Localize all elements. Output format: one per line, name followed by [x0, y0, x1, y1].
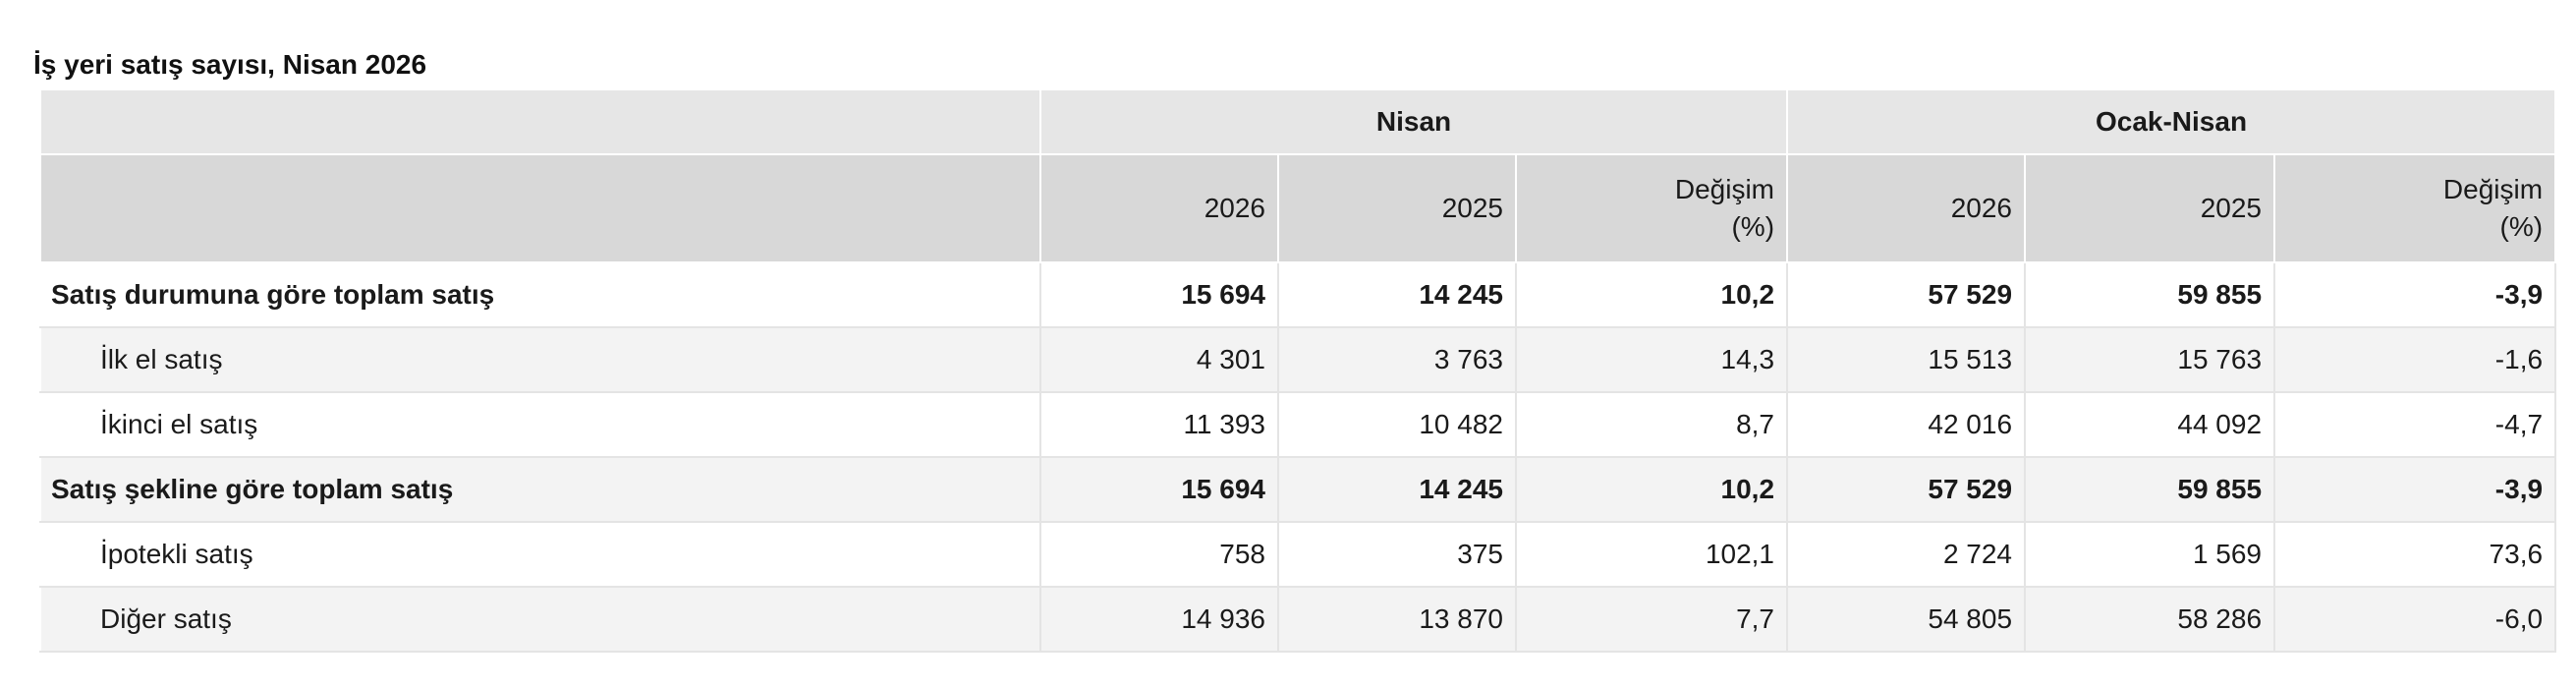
table-caption: İş yeri satış sayısı, Nisan 2026 [33, 49, 427, 80]
table-cell: -1,6 [2273, 326, 2557, 393]
table-row: Diğer satış 14 936 13 870 7,7 54 805 58 … [39, 586, 2557, 653]
table-cell: 11 393 [1039, 391, 1279, 458]
table-container: İş yeri satış sayısı, Nisan 2026 Nisan O… [33, 47, 2557, 653]
table-cell: -3,9 [2273, 261, 2557, 328]
table-cell: 15 513 [1786, 326, 2027, 393]
table-cell: 10 482 [1277, 391, 1517, 458]
table-cell: 15 763 [2024, 326, 2276, 393]
table-cell: 758 [1039, 521, 1279, 588]
table-cell: 375 [1277, 521, 1517, 588]
table-cell: 1 569 [2024, 521, 2276, 588]
table-cell: 10,2 [1514, 456, 1789, 523]
table-row: İkinci el satış 11 393 10 482 8,7 42 016… [39, 391, 2557, 458]
table-row: Satış şekline göre toplam satış 15 694 1… [39, 456, 2557, 523]
table-cell: 44 092 [2024, 391, 2276, 458]
table-cell: 58 286 [2024, 586, 2276, 653]
column-header: 2026 [1039, 153, 1279, 263]
table-cell: 3 763 [1277, 326, 1517, 393]
header-empty [39, 88, 1041, 155]
table-cell: -3,9 [2273, 456, 2557, 523]
table-cell: 2 724 [1786, 521, 2027, 588]
table-cell: 13 870 [1277, 586, 1517, 653]
column-header: Değişim (%) [2273, 153, 2557, 263]
header-group-ocak-nisan: Ocak-Nisan [1786, 88, 2557, 155]
row-label: İkinci el satış [39, 391, 1041, 458]
header-group-nisan: Nisan [1038, 88, 1789, 155]
table-cell: 14 936 [1039, 586, 1279, 653]
table-cell: 73,6 [2273, 521, 2557, 588]
table-cell: 8,7 [1514, 391, 1789, 458]
row-label: İpotekli satış [39, 521, 1041, 588]
row-label: Satış durumuna göre toplam satış [39, 261, 1041, 328]
header-label-empty [39, 153, 1041, 263]
table-cell: 14 245 [1277, 261, 1517, 328]
table-cell: -4,7 [2273, 391, 2557, 458]
table-cell: 14 245 [1277, 456, 1517, 523]
row-label: İlk el satış [39, 326, 1041, 393]
table-cell: 7,7 [1514, 586, 1789, 653]
table-cell: 59 855 [2024, 456, 2276, 523]
table-row: Satış durumuna göre toplam satış 15 694 … [39, 261, 2557, 328]
table-cell: 59 855 [2024, 261, 2276, 328]
table-cell: 4 301 [1039, 326, 1279, 393]
row-label: Diğer satış [39, 586, 1041, 653]
table-cell: 15 694 [1039, 261, 1279, 328]
table-row: İpotekli satış 758 375 102,1 2 724 1 569… [39, 521, 2557, 588]
column-header: 2026 [1786, 153, 2027, 263]
table-cell: 14,3 [1514, 326, 1789, 393]
column-header: Değişim (%) [1514, 153, 1789, 263]
table-cell: 102,1 [1514, 521, 1789, 588]
table-cell: 57 529 [1786, 456, 2027, 523]
table-cell: 10,2 [1514, 261, 1789, 328]
table-cell: 54 805 [1786, 586, 2027, 653]
row-label: Satış şekline göre toplam satış [39, 456, 1041, 523]
table-cell: 57 529 [1786, 261, 2027, 328]
table-cell: -6,0 [2273, 586, 2557, 653]
table-cell: 15 694 [1039, 456, 1279, 523]
column-header: 2025 [1277, 153, 1517, 263]
column-header: 2025 [2024, 153, 2276, 263]
table-cell: 42 016 [1786, 391, 2027, 458]
table-row: İlk el satış 4 301 3 763 14,3 15 513 15 … [39, 326, 2557, 393]
data-table: Nisan Ocak-Nisan 2026 2025 Değişim (%) 20… [39, 88, 2557, 653]
